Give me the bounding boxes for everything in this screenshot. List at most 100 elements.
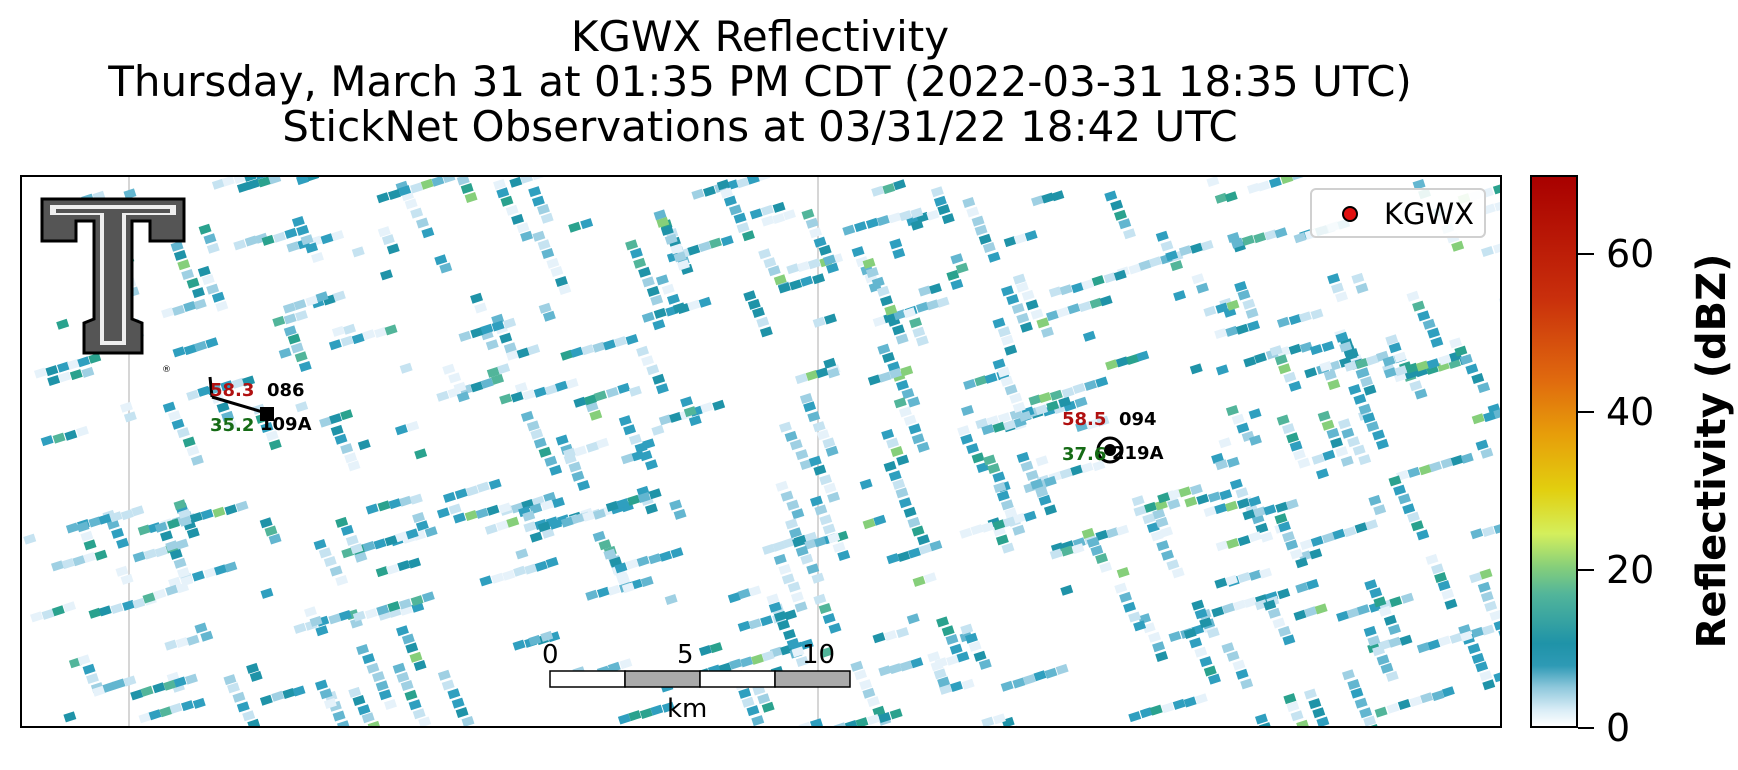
reflectivity-pixel — [800, 275, 814, 287]
reflectivity-pixel — [640, 576, 654, 588]
reflectivity-pixel — [491, 572, 505, 584]
reflectivity-pixel — [937, 676, 951, 688]
reflectivity-pixel — [1382, 355, 1396, 367]
reflectivity-pixel — [505, 349, 519, 361]
colorbar-tick-mark — [1578, 569, 1594, 571]
reflectivity-pixel — [889, 708, 903, 720]
reflectivity-pixel — [1335, 291, 1349, 303]
reflectivity-pixel — [777, 619, 791, 631]
reflectivity-pixel — [496, 187, 510, 199]
reflectivity-pixel — [123, 675, 137, 687]
reflectivity-pixel — [1004, 384, 1018, 396]
reflectivity-pixel — [470, 292, 484, 304]
reflectivity-pixel — [340, 409, 354, 421]
reflectivity-pixel — [1166, 559, 1180, 571]
reflectivity-pixel — [1207, 491, 1221, 503]
reflectivity-pixel — [142, 592, 156, 604]
reflectivity-pixel — [1218, 437, 1232, 449]
reflectivity-pixel — [809, 495, 823, 507]
reflectivity-pixel — [1148, 256, 1162, 268]
reflectivity-pixel — [1414, 388, 1428, 400]
radar-map[interactable]: ® 58.3 086 35.2 109A 58.5 094 37.6 219A … — [20, 175, 1502, 728]
reflectivity-pixel — [1269, 345, 1283, 357]
reflectivity-pixel — [189, 512, 203, 524]
station-109a-id[interactable]: 109A — [260, 414, 312, 435]
reflectivity-pixel — [499, 393, 513, 405]
reflectivity-pixel — [1362, 412, 1376, 424]
reflectivity-pixel — [741, 230, 755, 242]
reflectivity-pixel — [896, 627, 910, 639]
reflectivity-pixel — [889, 663, 902, 675]
reflectivity-pixel — [1203, 506, 1217, 518]
station-219a-id[interactable]: 219A — [1112, 443, 1164, 464]
reflectivity-pixel — [1230, 237, 1244, 249]
reflectivity-pixel — [1161, 549, 1175, 561]
reflectivity-pixel — [1152, 508, 1166, 520]
reflectivity-pixel — [617, 382, 631, 394]
reflectivity-pixel — [286, 241, 300, 253]
reflectivity-pixel — [224, 504, 238, 516]
reflectivity-pixel — [295, 401, 309, 413]
reflectivity-pixel — [633, 257, 647, 269]
reflectivity-pixel — [1146, 521, 1160, 533]
reflectivity-pixel — [1173, 290, 1187, 302]
reflectivity-pixel — [1115, 356, 1129, 368]
reflectivity-pixel — [1489, 610, 1500, 622]
reflectivity-pixel — [1416, 642, 1430, 654]
reflectivity-pixel — [1096, 415, 1110, 427]
reflectivity-pixel — [215, 300, 229, 312]
reflectivity-pixel — [1372, 645, 1386, 657]
reflectivity-pixel — [1365, 354, 1379, 366]
reflectivity-pixel — [1214, 192, 1228, 204]
reflectivity-pixel — [273, 231, 287, 243]
reflectivity-pixel — [1314, 603, 1328, 615]
reflectivity-pixel — [799, 459, 813, 471]
reflectivity-pixel — [1099, 561, 1113, 573]
reflectivity-pixel — [546, 257, 560, 269]
reflectivity-pixel — [372, 671, 385, 683]
reflectivity-pixel — [1035, 486, 1049, 498]
reflectivity-pixel — [617, 574, 631, 586]
reflectivity-pixel — [231, 377, 245, 389]
reflectivity-pixel — [1471, 652, 1485, 664]
reflectivity-pixel — [1380, 662, 1394, 674]
reflectivity-pixel — [76, 521, 90, 533]
reflectivity-pixel — [88, 516, 102, 528]
reflectivity-pixel — [812, 273, 826, 285]
reflectivity-pixel — [40, 435, 54, 447]
reflectivity-pixel — [1257, 180, 1271, 192]
reflectivity-pixel — [1103, 272, 1117, 284]
reflectivity-pixel — [64, 429, 78, 441]
reflectivity-pixel — [812, 421, 826, 433]
reflectivity-pixel — [1116, 567, 1130, 579]
reflectivity-pixel — [182, 436, 196, 448]
reflectivity-pixel — [375, 566, 389, 578]
reflectivity-pixel — [808, 455, 822, 467]
reflectivity-pixel — [652, 319, 666, 331]
reflectivity-pixel — [729, 658, 743, 670]
reflectivity-pixel — [247, 178, 260, 190]
reflectivity-pixel — [1023, 510, 1037, 522]
reflectivity-pixel — [550, 266, 564, 278]
reflectivity-pixel — [1085, 418, 1099, 430]
reflectivity-pixel — [941, 625, 955, 637]
reflectivity-pixel — [530, 428, 544, 440]
reflectivity-pixel — [811, 572, 825, 584]
reflectivity-pixel — [110, 603, 124, 615]
reflectivity-pixel — [1035, 455, 1049, 467]
reflectivity-pixel — [1089, 297, 1103, 309]
reflectivity-pixel — [447, 688, 461, 700]
reflectivity-pixel — [1072, 383, 1086, 395]
reflectivity-pixel — [660, 224, 674, 236]
reflectivity-pixel — [746, 177, 760, 185]
reflectivity-pixel — [88, 607, 102, 619]
reflectivity-pixel — [1114, 209, 1127, 221]
reflectivity-pixel — [374, 327, 388, 339]
reflectivity-pixel — [981, 521, 995, 533]
reflectivity-pixel — [137, 524, 151, 536]
reflectivity-pixel — [1036, 317, 1050, 329]
reflectivity-pixel — [625, 334, 639, 346]
reflectivity-pixel — [673, 508, 687, 520]
reflectivity-pixel — [865, 217, 879, 229]
reflectivity-pixel — [362, 653, 376, 665]
